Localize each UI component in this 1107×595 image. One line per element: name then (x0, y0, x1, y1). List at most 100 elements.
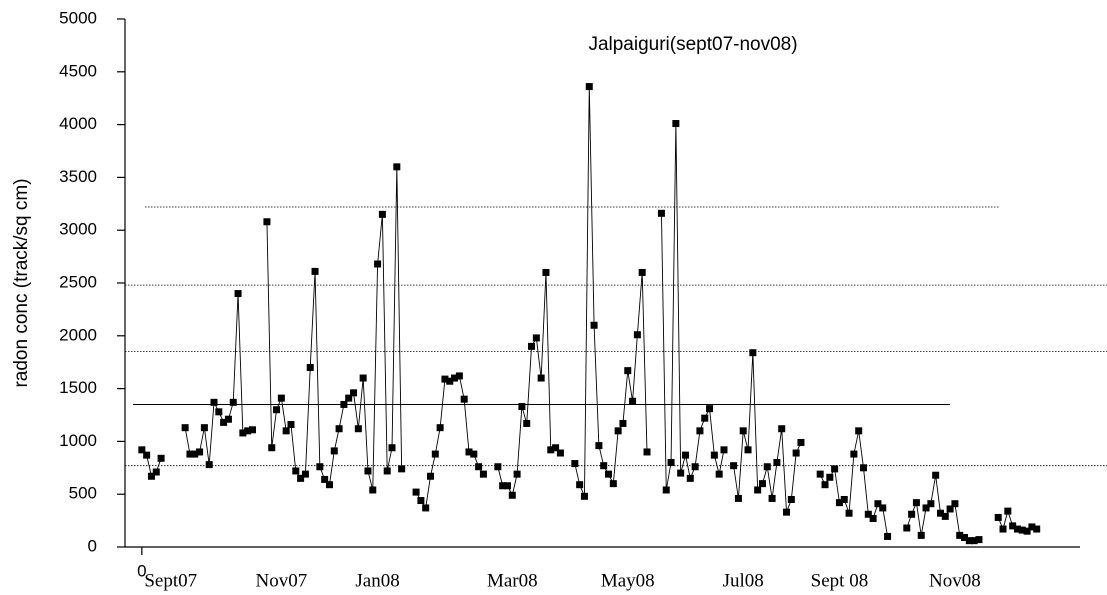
data-point (143, 451, 151, 459)
data-point (369, 486, 377, 494)
data-point (797, 438, 805, 446)
data-point (763, 463, 771, 471)
y-axis-label: radon conc (track/sq cm) (11, 178, 32, 387)
data-point (220, 418, 228, 426)
data-point (1023, 527, 1031, 535)
data-point (1018, 526, 1026, 534)
data-point (643, 448, 651, 456)
x-tick-label: Jul08 (723, 570, 764, 591)
data-point (624, 367, 632, 375)
data-point (951, 500, 959, 508)
data-point (494, 463, 502, 471)
data-point (912, 499, 920, 507)
data-point (720, 446, 728, 454)
data-point (672, 120, 680, 128)
data-point (547, 446, 555, 454)
data-point (186, 450, 194, 458)
data-point (961, 533, 969, 541)
data-point (600, 462, 608, 470)
data-point (840, 495, 848, 503)
data-point (518, 403, 526, 411)
data-point (157, 454, 165, 462)
data-point (191, 450, 199, 458)
x-tick-label: 0 (137, 561, 146, 580)
data-point (460, 395, 468, 403)
data-point (499, 482, 507, 490)
data-point (667, 459, 675, 467)
data-point (970, 537, 978, 545)
data-point (927, 500, 935, 508)
data-point (917, 531, 925, 539)
chart-title: Jalpaiguri(sept07-nov08) (588, 34, 797, 55)
data-point (734, 494, 742, 502)
data-point (224, 415, 232, 423)
data-point (773, 459, 781, 467)
data-line (141, 86, 1037, 542)
data-point (1004, 507, 1012, 515)
data-point (754, 486, 762, 494)
data-point (393, 163, 401, 171)
y-tick-label: 5000 (59, 8, 97, 27)
data-point (422, 504, 430, 512)
data-point (436, 424, 444, 432)
data-point (816, 470, 824, 478)
data-point (215, 408, 223, 416)
data-point (378, 210, 386, 218)
x-tick-label: Sept07 (144, 570, 197, 591)
data-point (633, 331, 641, 339)
data-point (792, 449, 800, 457)
data-point (475, 463, 483, 471)
data-point (359, 374, 367, 382)
data-point (758, 480, 766, 488)
data-point (783, 508, 791, 516)
data-point (431, 450, 439, 458)
data-point (354, 425, 362, 433)
data-point (999, 525, 1007, 533)
data-point (205, 461, 213, 469)
data-point (681, 451, 689, 459)
data-point (787, 495, 795, 503)
data-point (147, 472, 155, 480)
data-point (248, 426, 256, 434)
data-point (210, 398, 218, 406)
data-point (268, 444, 276, 452)
data-point (580, 492, 588, 500)
data-point (277, 394, 285, 402)
data-point (691, 463, 699, 471)
data-point (932, 471, 940, 479)
data-point (619, 419, 627, 427)
data-point (364, 467, 372, 475)
y-tick-label: 1000 (59, 431, 97, 450)
data-point (701, 414, 709, 422)
data-point (383, 467, 391, 475)
data-point (826, 473, 834, 481)
data-point (860, 464, 868, 472)
y-tick-label: 3500 (59, 167, 97, 186)
data-point (552, 444, 560, 452)
data-point (542, 268, 550, 276)
data-point (340, 400, 348, 408)
data-point (513, 470, 521, 478)
y-tick-label: 2500 (59, 272, 97, 291)
data-point (398, 465, 406, 473)
x-tick-label: Jan08 (355, 570, 399, 591)
data-point (470, 450, 478, 458)
data-point (388, 444, 396, 452)
data-point (638, 268, 646, 276)
data-point (595, 442, 603, 450)
y-tick-label: 1500 (59, 378, 97, 397)
data-point (922, 504, 930, 512)
data-point (441, 375, 449, 383)
x-tick-label: Sept 08 (811, 570, 869, 591)
data-point (739, 427, 747, 435)
data-point (528, 342, 536, 350)
y-tick-label: 4500 (59, 61, 97, 80)
data-point (1028, 523, 1036, 531)
data-point (869, 514, 877, 522)
data-point (196, 448, 204, 456)
data-point (239, 429, 247, 437)
data-point (609, 480, 617, 488)
data-point (903, 524, 911, 532)
data-point (590, 321, 598, 329)
data-point (335, 425, 343, 433)
